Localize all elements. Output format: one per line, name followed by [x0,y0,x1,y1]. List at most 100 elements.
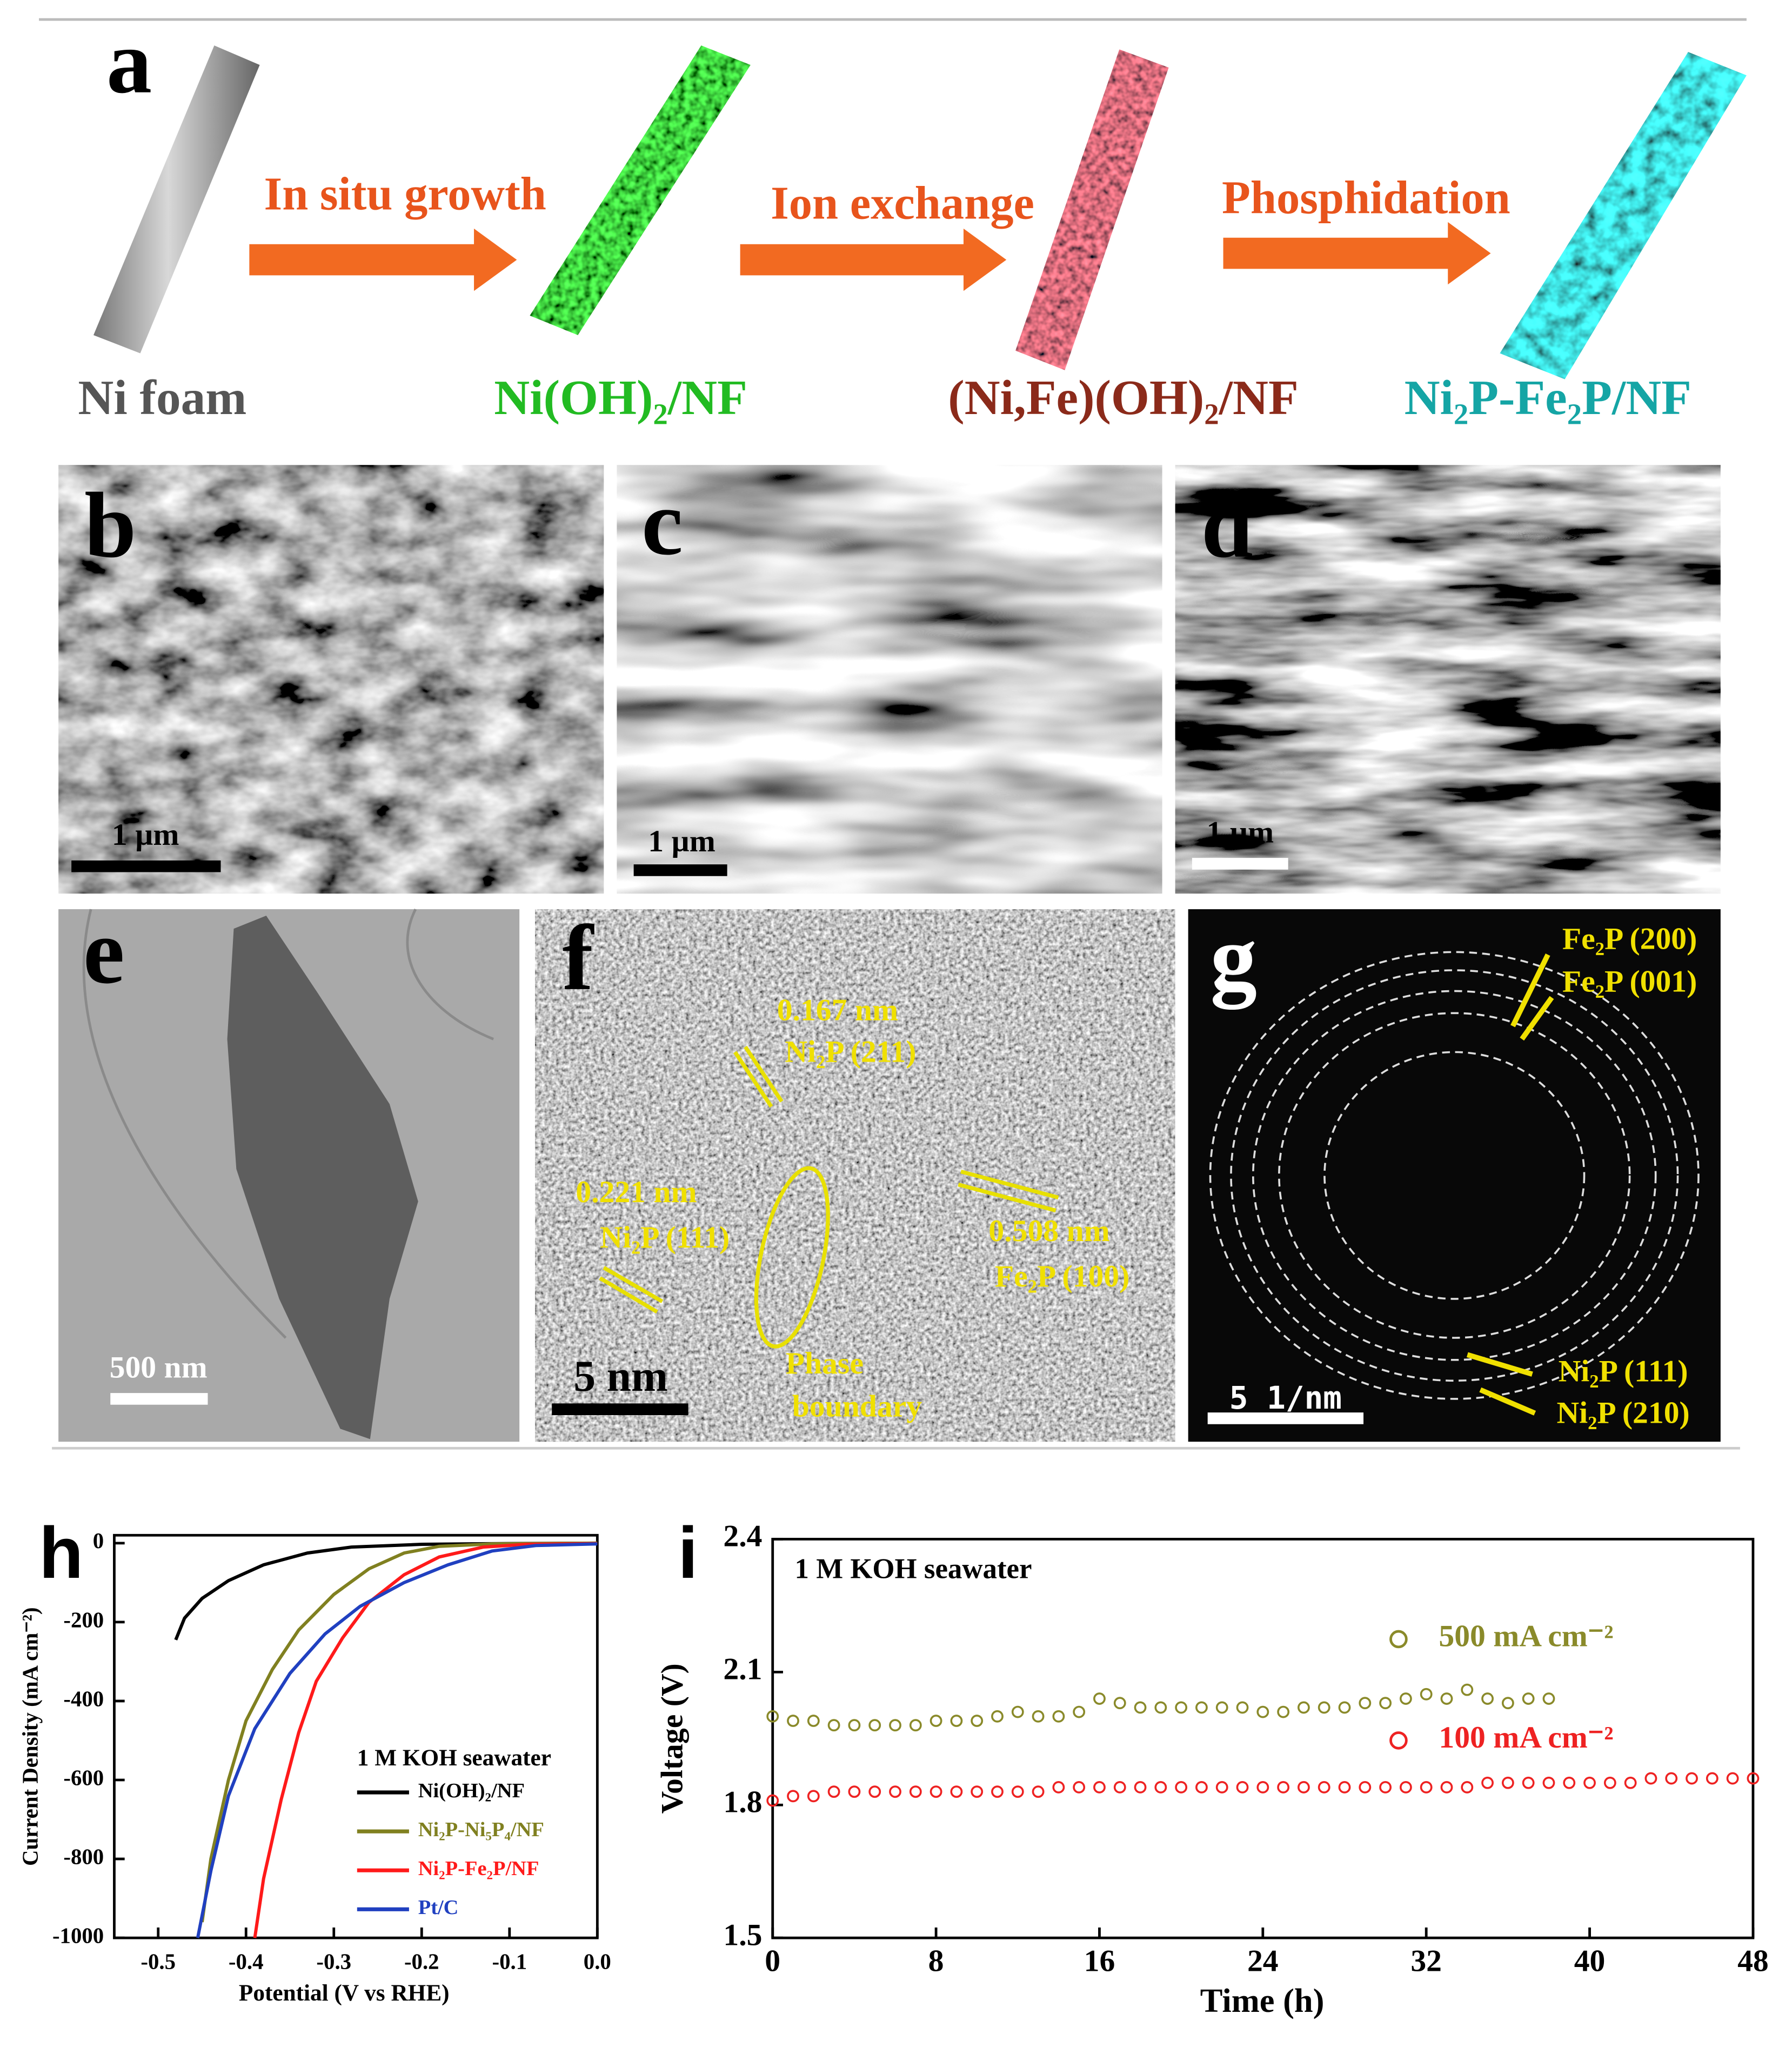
x-tick-label: 24 [1247,1944,1279,1978]
data-point [1359,1781,1372,1793]
x-tick-label: 48 [1737,1944,1769,1978]
y-tick-label: -1000 [52,1924,104,1948]
panel-label: f [562,906,594,1010]
annotation: Ni₂P (210) [1556,1396,1689,1430]
data-point [1379,1697,1392,1710]
data-point [1011,1705,1024,1718]
data-point [807,1715,820,1727]
data-point [1603,1776,1616,1789]
x-tick-label: 40 [1574,1944,1606,1978]
legend-label: Ni₂P-Fe₂P/NF [418,1857,539,1880]
annotation: Fe₂P (001) [1562,965,1697,999]
data-point [1359,1697,1372,1710]
data-point [1338,1781,1351,1793]
data-point [1726,1772,1739,1785]
annotation: 0.167 nm [777,994,898,1028]
annotation: Fe₂P (200) [1562,922,1697,956]
panel-label: c [641,471,683,575]
legend-title: 1 M KOH seawater [357,1745,551,1771]
data-point [1399,1692,1412,1705]
rod-ni-foam [93,45,260,354]
data-point [1073,1781,1086,1793]
chart: i 0 8 16 24 32 40 48 1.5 1.8 2.1 2.4 Time (h) Voltage… [656,1512,1769,2019]
data-point [930,1785,942,1798]
data-point [1011,1785,1024,1798]
step-label: Ni foam [78,370,246,425]
data-point [1277,1781,1290,1793]
y-tick-label: -600 [63,1765,104,1790]
arrow [249,228,517,291]
data-point [1236,1701,1249,1714]
x-tick-label: 16 [1084,1944,1115,1978]
data-point [909,1785,922,1798]
micrographs [52,465,1740,1450]
data-line [253,1542,598,1938]
data-point [1073,1705,1086,1718]
legend-label: 100 mA cm⁻² [1439,1721,1613,1755]
sem-image [617,465,1162,894]
annotation: Fe₂P (100) [995,1259,1129,1293]
data-point [807,1790,820,1803]
annotation: boundary [792,1389,922,1423]
data-point [868,1785,881,1798]
data-point [1093,1692,1106,1705]
panel-label: i [678,1512,698,1593]
data-point [1215,1701,1228,1714]
ring-arrows [1466,954,1554,1416]
y-tick-label: 2.4 [723,1519,762,1553]
data-point [1747,1772,1760,1785]
data-point [991,1710,1004,1723]
annotation: Ni₂P (211) [785,1035,916,1069]
data-point [1297,1781,1310,1793]
data-point [827,1785,840,1798]
panel-label: e [83,900,125,1003]
legend-marker [1389,1731,1408,1750]
x-tick-label: 8 [928,1944,944,1978]
arrow-label: Ion exchange [771,177,1034,229]
scale-bar-label: 1 µm [112,818,179,852]
data-point [1379,1781,1392,1793]
y-axis-title: Voltage (V) [656,1663,690,1813]
rod-cyan [1500,52,1747,379]
data-point [1420,1688,1433,1701]
data-point [1420,1781,1433,1793]
data-point [950,1715,963,1727]
data-point [1440,1781,1453,1793]
tem-film-edge [82,908,494,1339]
annotation: 0.221 nm [576,1175,697,1209]
y-axis-title: Current Density (mA cm⁻²) [18,1607,42,1866]
data-point [971,1715,984,1727]
data-point [971,1785,984,1798]
data-point [1154,1781,1167,1793]
rod-green [530,45,751,335]
arrow-label: In situ growth [264,168,546,220]
scale-bar-label: 5 nm [573,1351,668,1401]
data-point [1093,1781,1106,1793]
data-point [1195,1701,1208,1714]
annotation: Ni₂P (111) [1559,1355,1688,1389]
data-point [1113,1697,1126,1710]
arrow-label: Phosphidation [1222,172,1510,224]
data-point [1318,1701,1330,1714]
data-point [1706,1772,1719,1785]
data-point [1134,1781,1147,1793]
data-point [909,1719,922,1732]
data-point [1032,1785,1045,1798]
y-tick-label: 2.1 [723,1652,762,1686]
panel-label: b [84,474,136,577]
y-tick-label: 1.8 [723,1785,762,1819]
hrtem-image [534,909,1175,1442]
data-point [1134,1701,1147,1714]
legend-label: Ni₂P-Ni₅P₄/NF [418,1818,544,1841]
data-point [1195,1781,1208,1793]
data-point [868,1719,881,1732]
data-point [1665,1772,1678,1785]
data-point [991,1785,1004,1798]
panel-label: d [1201,474,1253,577]
data-point [1113,1781,1126,1793]
data-point [889,1785,901,1798]
legend-marker [1389,1630,1408,1649]
lattice-markers [599,1045,1059,1349]
data-point [1522,1776,1535,1789]
data-point [1175,1781,1188,1793]
